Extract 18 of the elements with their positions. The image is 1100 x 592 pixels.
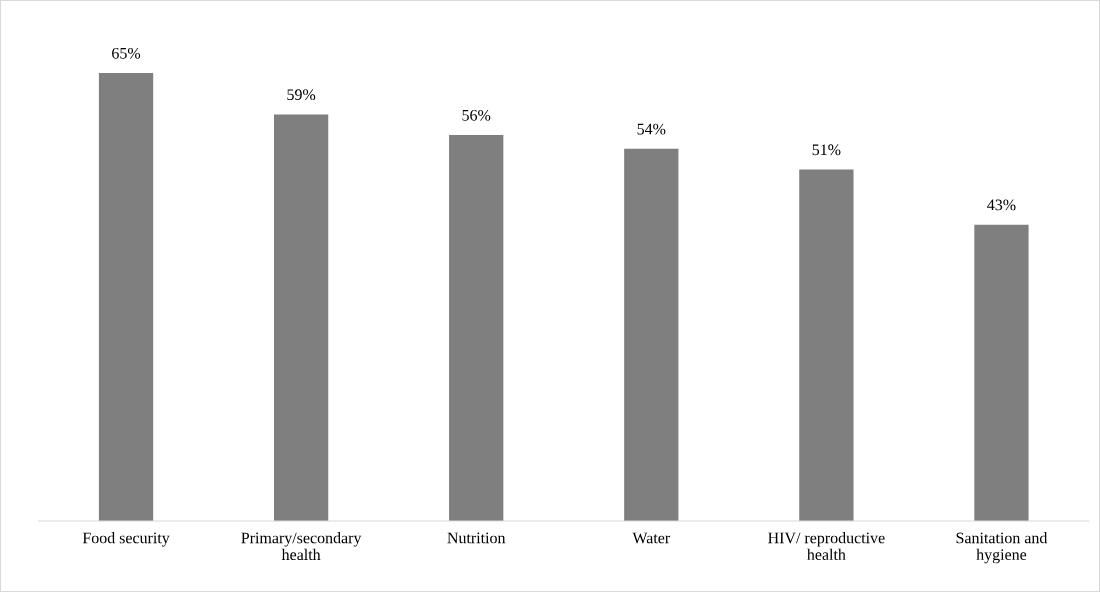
- bar: [273, 114, 329, 521]
- bar: [449, 135, 504, 521]
- x-tick-label: HIV/ reproductive health: [768, 532, 885, 561]
- data-label: 59%: [287, 89, 316, 101]
- data-label: 54%: [637, 123, 666, 135]
- x-tick-label: Sanitation and hygiene: [956, 532, 1048, 564]
- bar: [974, 224, 1029, 521]
- bar: [624, 148, 679, 521]
- x-tick-label: Food security: [82, 532, 170, 547]
- x-tick-label: Nutrition: [447, 532, 506, 544]
- bar: [799, 169, 854, 521]
- x-tick-label: Primary/secondary health: [241, 532, 362, 561]
- data-label: 43%: [987, 199, 1016, 211]
- x-tick-label: Water: [632, 532, 671, 544]
- data-label: 51%: [812, 144, 841, 156]
- data-label: 65%: [112, 47, 141, 59]
- data-label: 56%: [462, 109, 491, 121]
- bar: [98, 73, 154, 521]
